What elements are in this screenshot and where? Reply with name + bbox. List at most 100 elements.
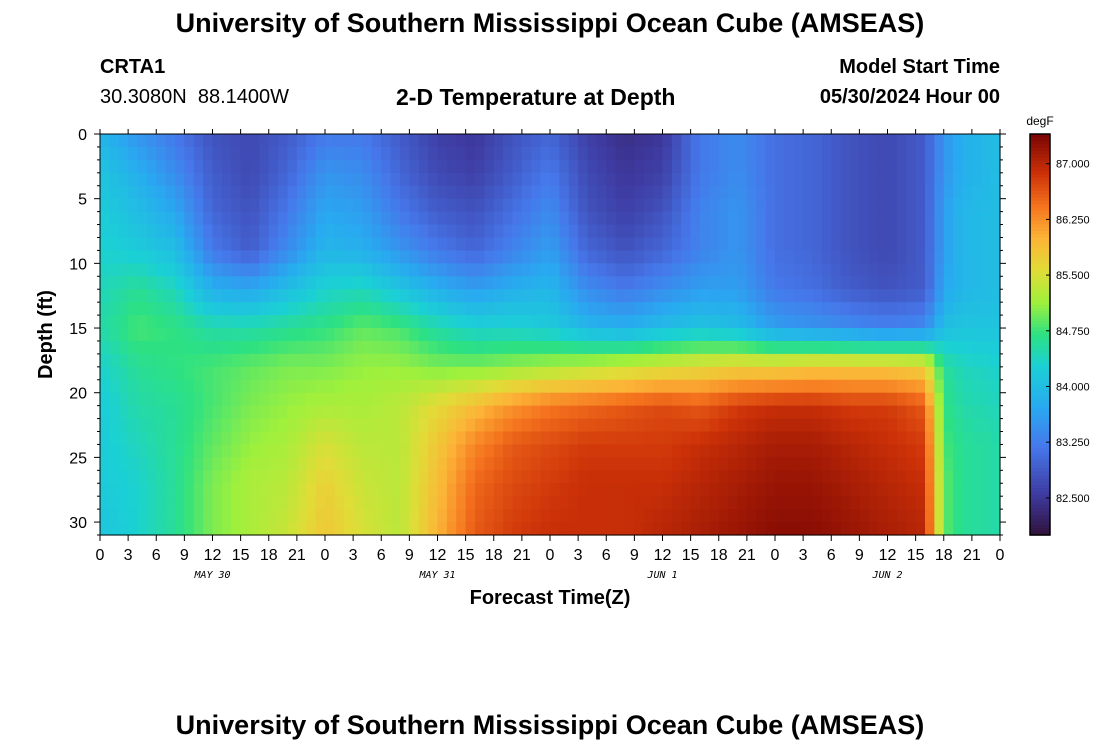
heatmap-cell: [456, 224, 467, 239]
heatmap-cell: [634, 198, 645, 213]
heatmap-cell: [634, 353, 645, 368]
heatmap-cell: [906, 289, 917, 303]
heatmap-cell: [728, 185, 739, 200]
heatmap-cell: [653, 276, 664, 290]
heatmap-cell: [493, 224, 504, 239]
heatmap-cell: [306, 302, 317, 316]
heatmap-cell: [868, 457, 879, 471]
heatmap-cell: [146, 185, 157, 200]
heatmap-cell: [718, 405, 729, 420]
heatmap-cell: [146, 250, 157, 264]
heatmap-cell: [315, 418, 326, 433]
heatmap-cell: [700, 159, 710, 174]
heatmap-cell: [287, 457, 298, 471]
heatmap-cell: [484, 457, 495, 471]
heatmap-cell: [250, 444, 260, 458]
heatmap-cell: [971, 379, 982, 394]
heatmap-cell: [606, 224, 617, 239]
heatmap-cell: [343, 146, 354, 161]
heatmap-cell: [371, 172, 382, 187]
heatmap-cell: [578, 198, 589, 213]
heatmap-cell: [446, 483, 457, 497]
heatmap-cell: [868, 289, 879, 303]
heatmap-cell: [465, 146, 476, 161]
heatmap-cell: [962, 379, 973, 394]
heatmap-cell: [212, 134, 223, 148]
colorbar-segment: [1030, 214, 1050, 219]
heatmap-cell: [503, 211, 514, 226]
heatmap-cell: [700, 315, 710, 329]
heatmap-cell: [765, 211, 776, 226]
heatmap-cell: [925, 302, 935, 316]
heatmap-cell: [221, 315, 232, 329]
heatmap-cell: [418, 315, 429, 329]
heatmap-cell: [362, 379, 373, 394]
heatmap-cell: [559, 496, 570, 510]
heatmap-cell: [315, 146, 326, 161]
heatmap-cell: [137, 315, 148, 329]
heatmap-cell: [390, 172, 401, 187]
heatmap-cell: [718, 483, 729, 497]
heatmap-cell: [137, 263, 148, 277]
heatmap-cell: [653, 366, 664, 381]
heatmap-cell: [653, 134, 664, 148]
heatmap-cell: [371, 392, 382, 407]
heatmap-cell: [971, 496, 982, 510]
heatmap-cell: [475, 418, 485, 433]
heatmap-cell: [700, 198, 710, 213]
heatmap-cell: [306, 366, 317, 381]
heatmap-cell: [221, 457, 232, 471]
heatmap-cell: [821, 522, 832, 536]
heatmap-cell: [587, 509, 598, 523]
heatmap-cell: [315, 198, 326, 213]
heatmap-cell: [221, 522, 232, 536]
heatmap-cell: [700, 250, 710, 264]
heatmap-cell: [146, 496, 157, 510]
heatmap-cell: [315, 159, 326, 174]
heatmap-cell: [278, 522, 289, 536]
heatmap-cell: [943, 146, 954, 161]
heatmap-cell: [250, 159, 260, 174]
heatmap-cell: [615, 444, 626, 458]
heatmap-cell: [784, 250, 795, 264]
heatmap-cell: [906, 198, 917, 213]
heatmap-cell: [118, 315, 129, 329]
heatmap-cell: [278, 159, 289, 174]
heatmap-cell: [859, 159, 870, 174]
heatmap-cell: [850, 159, 860, 174]
heatmap-cell: [343, 263, 354, 277]
heatmap-cell: [681, 340, 692, 355]
heatmap-cell: [100, 418, 110, 433]
heatmap-cell: [268, 159, 279, 174]
heatmap-cell: [315, 353, 326, 368]
heatmap-cell: [512, 159, 523, 174]
heatmap-cell: [531, 483, 542, 497]
heatmap-cell: [596, 405, 607, 420]
heatmap-cell: [343, 134, 354, 148]
heatmap-cell: [203, 185, 214, 200]
heatmap-cell: [296, 276, 307, 290]
heatmap-cell: [962, 431, 973, 446]
heatmap-cell: [156, 353, 167, 368]
heatmap-cell: [371, 328, 382, 342]
heatmap-cell: [231, 379, 242, 394]
heatmap-cell: [521, 159, 532, 174]
heatmap-cell: [465, 315, 476, 329]
heatmap-cell: [156, 315, 167, 329]
heatmap-cell: [887, 237, 898, 252]
heatmap-cell: [325, 159, 335, 174]
heatmap-cell: [409, 496, 420, 510]
heatmap-cell: [287, 224, 298, 239]
heatmap-cell: [596, 496, 607, 510]
heatmap-cell: [409, 509, 420, 523]
heatmap-cell: [175, 134, 185, 148]
heatmap-cell: [109, 522, 120, 536]
heatmap-cell: [156, 211, 167, 226]
heatmap-cell: [221, 172, 232, 187]
heatmap-cell: [690, 392, 701, 407]
heatmap-cell: [446, 146, 457, 161]
heatmap-cell: [625, 483, 635, 497]
heatmap-cell: [643, 353, 654, 368]
heatmap-cell: [156, 457, 167, 471]
heatmap-cell: [859, 211, 870, 226]
